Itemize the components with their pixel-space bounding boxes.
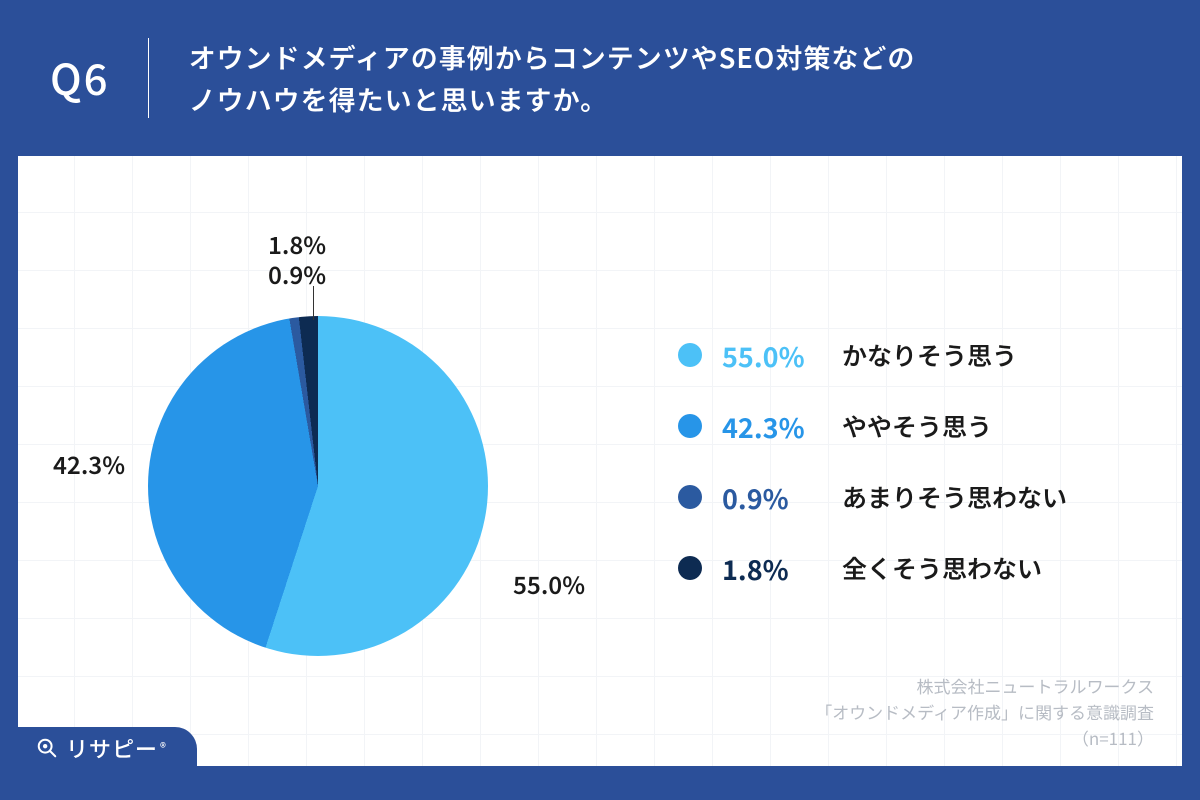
legend-dot-1	[678, 414, 702, 438]
brand-name: リサピー	[66, 732, 158, 764]
leader-line	[313, 286, 314, 320]
question-number: Q6	[50, 47, 148, 108]
legend-row-0: 55.0% かなりそう思う	[678, 336, 1067, 375]
legend-row-2: 0.9% あまりそう思わない	[678, 478, 1067, 517]
legend-percent-2: 0.9%	[722, 478, 842, 517]
credit-line-1: 株式会社ニュートラルワークス	[815, 673, 1154, 699]
legend-row-1: 42.3% ややそう思う	[678, 407, 1067, 446]
pie-graphic	[148, 316, 488, 656]
header-divider	[148, 38, 149, 118]
legend-dot-0	[678, 343, 702, 367]
slice-label-3: 1.8%	[268, 226, 326, 261]
pie-chart: 55.0% 42.3% 0.9% 1.8%	[148, 316, 488, 656]
question-text: オウンドメディアの事例からコンテンツやSEO対策などのノウハウを得たいと思います…	[189, 36, 916, 120]
legend-row-3: 1.8% 全くそう思わない	[678, 549, 1067, 588]
legend: 55.0% かなりそう思う 42.3% ややそう思う 0.9% あまりそう思わな…	[678, 336, 1067, 620]
legend-label-1: ややそう思う	[842, 408, 992, 444]
legend-dot-2	[678, 485, 702, 509]
slice-label-2: 0.9%	[268, 256, 326, 291]
brand-tab: リサピー ®	[18, 727, 197, 769]
slice-label-0: 55.0%	[513, 566, 585, 601]
credit-line-2: 「オウンドメディア作成」に関する意識調査	[815, 699, 1154, 725]
brand-logo-icon	[36, 737, 58, 759]
legend-percent-1: 42.3%	[722, 407, 842, 446]
chart-panel: 55.0% 42.3% 0.9% 1.8% 55.0% かなりそう思う 42.3…	[18, 156, 1182, 766]
legend-label-3: 全くそう思わない	[842, 550, 1042, 586]
legend-dot-3	[678, 556, 702, 580]
source-credit: 株式会社ニュートラルワークス 「オウンドメディア作成」に関する意識調査 （n=1…	[815, 673, 1154, 752]
slice-label-1: 42.3%	[53, 446, 125, 481]
legend-percent-0: 55.0%	[722, 336, 842, 375]
credit-line-3: （n=111）	[815, 725, 1154, 751]
legend-label-2: あまりそう思わない	[842, 479, 1067, 515]
brand-trailing-dot: ®	[160, 739, 167, 756]
question-header: Q6 オウンドメディアの事例からコンテンツやSEO対策などのノウハウを得たいと思…	[0, 0, 1200, 156]
legend-percent-3: 1.8%	[722, 549, 842, 588]
legend-label-0: かなりそう思う	[842, 337, 1017, 373]
